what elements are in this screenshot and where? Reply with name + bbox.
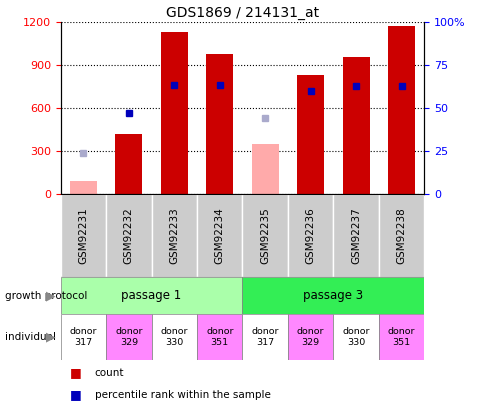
Text: ■: ■ [70,388,82,401]
Title: GDS1869 / 214131_at: GDS1869 / 214131_at [166,6,318,20]
Bar [333,194,378,277]
Text: GSM92232: GSM92232 [123,207,134,264]
Text: count: count [94,368,124,377]
Text: growth protocol: growth protocol [5,291,87,301]
Bar [378,314,424,360]
Text: GSM92231: GSM92231 [78,207,88,264]
Text: donor
329: donor 329 [296,328,324,347]
Bar [378,194,424,277]
Bar [296,75,324,194]
Text: passage 3: passage 3 [303,289,363,302]
Text: donor
351: donor 351 [206,328,233,347]
Text: ▶: ▶ [46,289,56,302]
Bar [197,194,242,277]
Bar [206,54,233,194]
Bar [387,26,414,194]
Text: GSM92234: GSM92234 [214,207,224,264]
Bar [287,314,333,360]
Text: donor
351: donor 351 [387,328,414,347]
Bar [342,57,369,194]
Bar [106,314,151,360]
Bar [60,194,106,277]
Text: donor
330: donor 330 [342,328,369,347]
Bar [197,314,242,360]
Bar [333,314,378,360]
Text: GSM92236: GSM92236 [305,207,315,264]
Bar [60,314,106,360]
Text: individual: individual [5,332,56,342]
Text: GSM92235: GSM92235 [260,207,270,264]
Text: donor
329: donor 329 [115,328,142,347]
Text: donor
330: donor 330 [160,328,188,347]
Text: GSM92238: GSM92238 [396,207,406,264]
Bar [106,194,151,277]
Text: ▶: ▶ [46,330,56,344]
Bar [242,277,424,314]
Text: GSM92237: GSM92237 [350,207,361,264]
Text: ■: ■ [70,366,82,379]
Bar [151,314,197,360]
Bar [151,194,197,277]
Text: percentile rank within the sample: percentile rank within the sample [94,390,270,400]
Bar [70,181,97,194]
Text: GSM92233: GSM92233 [169,207,179,264]
Bar [242,194,287,277]
Bar [287,194,333,277]
Bar [242,314,287,360]
Bar [115,134,142,194]
Text: passage 1: passage 1 [121,289,182,302]
Bar [160,32,187,194]
Bar [251,144,278,194]
Text: donor
317: donor 317 [70,328,97,347]
Bar [60,277,242,314]
Text: donor
317: donor 317 [251,328,278,347]
